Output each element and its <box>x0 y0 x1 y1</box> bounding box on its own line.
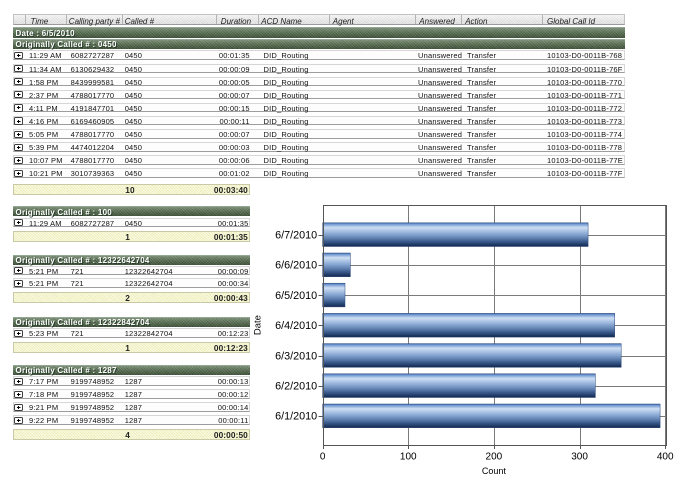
svg-text:300: 300 <box>571 452 588 463</box>
svg-text:Date: Date <box>253 315 264 335</box>
svg-text:400: 400 <box>657 452 674 463</box>
svg-text:6/7/2010: 6/7/2010 <box>275 230 317 242</box>
svg-text:6/6/2010: 6/6/2010 <box>275 260 317 272</box>
svg-text:100: 100 <box>400 452 417 463</box>
svg-text:6/4/2010: 6/4/2010 <box>275 320 317 332</box>
svg-text:200: 200 <box>486 452 503 463</box>
svg-text:6/5/2010: 6/5/2010 <box>275 290 317 302</box>
svg-text:6/3/2010: 6/3/2010 <box>275 350 317 362</box>
svg-text:0: 0 <box>320 452 326 463</box>
svg-text:6/2/2010: 6/2/2010 <box>275 381 317 393</box>
svg-text:Count: Count <box>482 466 507 476</box>
svg-text:6/1/2010: 6/1/2010 <box>275 411 317 423</box>
